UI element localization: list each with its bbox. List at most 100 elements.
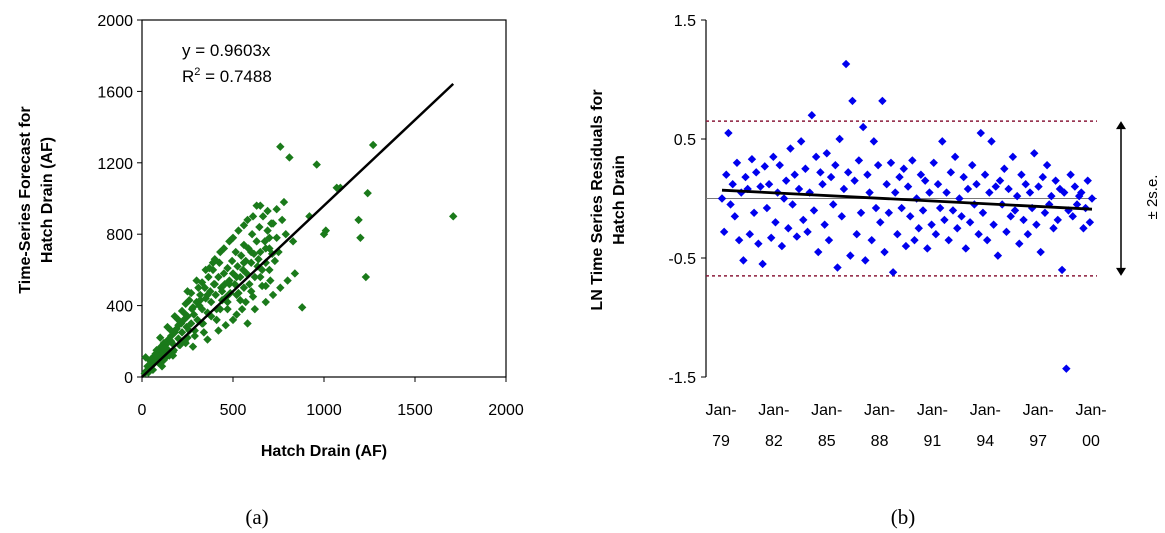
- residual-point: [1032, 220, 1041, 229]
- residual-point: [957, 212, 966, 221]
- residual-point: [794, 184, 804, 194]
- data-point: [361, 272, 371, 282]
- residual-point: [861, 256, 870, 265]
- y-tick-label: 1600: [97, 84, 133, 101]
- data-point: [232, 310, 241, 319]
- residual-point: [749, 208, 759, 217]
- residual-point: [1070, 182, 1080, 191]
- data-point: [146, 362, 156, 371]
- residual-point: [893, 230, 902, 239]
- data-point: [206, 297, 216, 307]
- x-tick-label-month: Jan-: [811, 402, 842, 419]
- data-point: [186, 288, 196, 298]
- data-point: [255, 222, 264, 232]
- residual-point: [762, 203, 772, 213]
- data-point: [261, 281, 270, 291]
- residual-point: [931, 230, 941, 239]
- residual-point: [920, 176, 930, 185]
- data-point: [159, 344, 169, 353]
- data-point: [233, 262, 242, 271]
- residual-point: [779, 194, 789, 203]
- data-point: [196, 290, 205, 300]
- residual-point: [719, 227, 729, 237]
- data-point: [276, 283, 285, 292]
- residual-point: [959, 172, 968, 182]
- data-point: [277, 215, 287, 225]
- y-axis-title-b-line2: Hatch Drain: [611, 155, 628, 245]
- residual-point: [1004, 184, 1013, 194]
- residual-point: [942, 188, 951, 197]
- residual-point: [790, 170, 799, 179]
- residual-point: [1006, 212, 1015, 221]
- data-point: [261, 244, 270, 253]
- residual-point: [781, 176, 791, 185]
- residual-point: [968, 160, 977, 170]
- data-point: [174, 321, 183, 330]
- data-point: [247, 258, 256, 267]
- residual-point: [910, 235, 919, 245]
- data-point: [239, 283, 249, 292]
- residual-point: [820, 220, 829, 229]
- data-point: [356, 233, 365, 242]
- data-point: [265, 233, 274, 242]
- data-point: [237, 304, 247, 314]
- data-point: [212, 315, 221, 325]
- residual-point: [743, 184, 752, 194]
- residual-point: [1010, 206, 1020, 215]
- data-point: [247, 230, 257, 239]
- residual-point: [895, 172, 904, 182]
- data-point: [232, 272, 241, 282]
- residual-point: [854, 156, 864, 165]
- residual-point: [1062, 364, 1071, 373]
- data-point: [197, 319, 207, 328]
- y-axis-title-a-line2: Hatch Drain (AF): [39, 137, 56, 263]
- residual-point: [897, 203, 906, 213]
- data-point: [321, 226, 331, 235]
- residual-point: [948, 206, 958, 215]
- equation-label: y = 0.9603x: [182, 41, 271, 60]
- residual-point: [829, 200, 838, 209]
- data-point: [205, 263, 214, 273]
- data-point: [170, 312, 179, 321]
- residual-point: [831, 160, 840, 170]
- data-point: [219, 244, 229, 253]
- residual-point: [880, 247, 889, 257]
- residual-point: [771, 218, 780, 227]
- data-point: [185, 296, 194, 305]
- data-point: [232, 290, 241, 300]
- residual-point: [826, 172, 836, 182]
- residual-point: [726, 200, 735, 209]
- y-tick-label: 0: [124, 370, 133, 387]
- residual-point: [1068, 212, 1077, 221]
- residual-point: [766, 233, 776, 242]
- residual-point: [835, 134, 844, 144]
- residual-point: [953, 224, 962, 233]
- arrow-down-icon: [1116, 267, 1126, 276]
- residual-point: [1047, 191, 1056, 201]
- data-point: [256, 272, 265, 282]
- x-tick-label-month: Jan-: [1075, 402, 1106, 419]
- residuals-chart-b: 1.5 0.5 -0.5 -1.5 Jan- 79 Jan- 82 Jan- 85 Jan- 88 J…: [589, 13, 1161, 529]
- residual-point: [739, 256, 748, 265]
- 2se-label: ± 2s.e.: [1144, 175, 1161, 220]
- data-point: [166, 337, 176, 346]
- data-point: [272, 233, 281, 242]
- data-point: [168, 347, 178, 357]
- scatter-chart-a: 0 400 800 1200 1600 2000 0 500 1000 1500 2000 y =…: [17, 13, 524, 529]
- residual-point: [965, 218, 975, 227]
- data-point: [276, 142, 285, 151]
- x-tick-label-year: 00: [1082, 433, 1100, 450]
- x-tick-label-year: 91: [924, 433, 942, 450]
- data-point: [228, 315, 238, 325]
- data-point: [146, 354, 156, 364]
- residual-point: [1072, 200, 1082, 209]
- residual-point: [848, 96, 857, 106]
- residual-point: [935, 203, 945, 213]
- x-tick-label-month: Jan-: [917, 402, 948, 419]
- residual-point: [769, 152, 778, 162]
- residual-point: [730, 212, 740, 221]
- residual-point: [993, 251, 1003, 260]
- data-point: [159, 338, 169, 348]
- data-point: [354, 215, 363, 225]
